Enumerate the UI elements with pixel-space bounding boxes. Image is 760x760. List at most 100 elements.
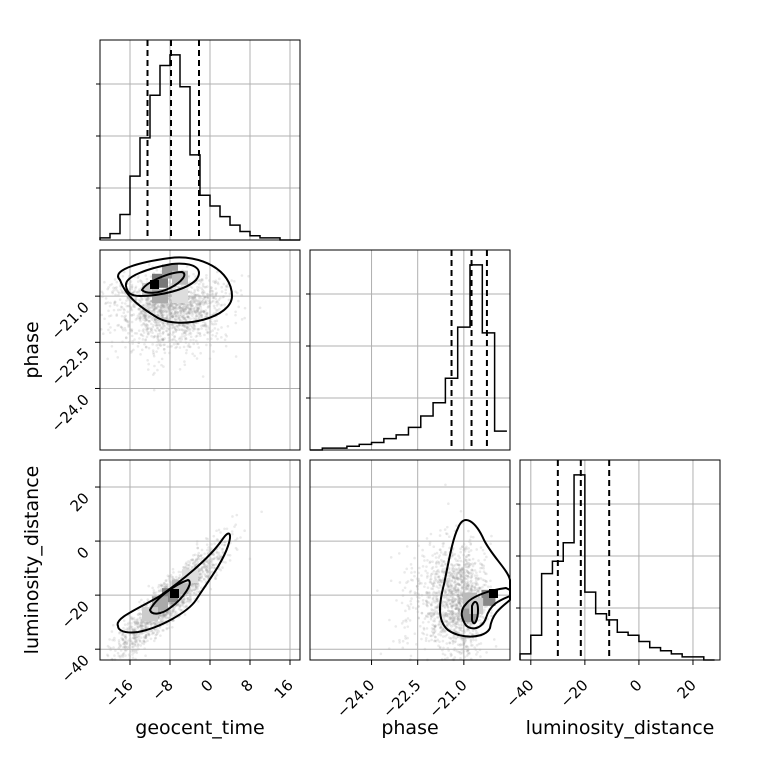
scatter-point <box>139 317 142 321</box>
scatter-point <box>451 609 455 613</box>
scatter-point <box>224 344 228 348</box>
scatter-point <box>149 275 153 278</box>
scatter-point <box>160 303 163 306</box>
scatter-point <box>108 314 111 318</box>
scatter-point <box>194 299 198 302</box>
scatter-point <box>156 632 159 635</box>
scatter-point <box>230 530 234 533</box>
scatter-point <box>158 329 161 332</box>
scatter-point <box>144 654 147 657</box>
scatter-point <box>483 552 486 555</box>
scatter-point <box>147 584 151 588</box>
scatter-point <box>118 284 122 288</box>
scatter-point <box>195 590 199 593</box>
scatter-point <box>172 313 175 317</box>
scatter-point <box>425 627 429 630</box>
scatter-point <box>178 316 181 320</box>
scatter-point <box>153 308 156 311</box>
scatter-point <box>151 622 154 625</box>
scatter-point <box>195 306 199 310</box>
scatter-point <box>435 599 438 602</box>
scatter-point <box>450 562 453 566</box>
scatter-point <box>243 306 247 310</box>
scatter-point <box>195 334 199 338</box>
scatter-point <box>194 315 198 318</box>
scatter-point <box>188 345 191 349</box>
scatter-point <box>174 303 178 307</box>
scatter-point <box>173 335 177 338</box>
scatter-point <box>243 316 246 320</box>
scatter-point <box>113 328 117 332</box>
scatter-point <box>162 310 165 313</box>
scatter-point <box>178 305 181 309</box>
scatter-point <box>198 302 202 306</box>
scatter-point <box>160 312 164 316</box>
scatter-point <box>215 319 219 323</box>
scatter-point <box>240 274 244 277</box>
scatter-point <box>154 317 157 321</box>
scatter-point <box>166 315 169 318</box>
scatter-point <box>180 311 183 315</box>
scatter-point <box>191 584 194 588</box>
scatter-point <box>185 265 189 268</box>
scatter-point <box>173 311 177 315</box>
scatter-point <box>201 324 205 327</box>
scatter-point <box>454 637 458 641</box>
scatter-point <box>457 631 461 634</box>
scatter-point <box>239 536 242 539</box>
scatter-point <box>413 570 417 574</box>
scatter-point <box>220 543 224 546</box>
scatter-point <box>152 316 155 320</box>
scatter-point <box>163 305 166 309</box>
scatter-point <box>423 559 426 562</box>
scatter-point <box>445 642 449 645</box>
scatter-point <box>150 327 153 331</box>
scatter-point <box>199 296 203 300</box>
scatter-point <box>144 298 148 301</box>
scatter-point <box>475 548 479 551</box>
scatter-point <box>205 312 208 315</box>
scatter-point <box>141 314 145 318</box>
scatter-point <box>206 337 209 341</box>
scatter-point <box>421 548 424 552</box>
scatter-point <box>108 283 112 287</box>
scatter-point <box>424 637 428 640</box>
scatter-point <box>184 329 187 333</box>
scatter-point <box>433 629 437 632</box>
scatter-point <box>216 557 219 561</box>
scatter-point <box>153 334 157 338</box>
scatter-point <box>479 566 482 570</box>
scatter-point <box>202 303 205 306</box>
scatter-point <box>134 286 137 290</box>
scatter-point <box>451 600 455 603</box>
scatter-point <box>173 326 177 329</box>
scatter-point <box>130 351 133 354</box>
scatter-point <box>156 337 160 340</box>
scatter-point <box>176 326 180 329</box>
scatter-point <box>107 328 110 332</box>
scatter-point <box>437 623 440 627</box>
scatter-point <box>196 328 200 331</box>
scatter-point <box>220 336 223 339</box>
scatter-point <box>403 586 407 590</box>
scatter-point <box>187 306 190 310</box>
scatter-point <box>130 334 134 338</box>
scatter-point <box>179 306 183 310</box>
scatter-point <box>133 331 137 335</box>
scatter-point <box>109 326 112 329</box>
scatter-point <box>162 348 166 351</box>
scatter-point <box>130 300 133 303</box>
scatter-point <box>138 337 141 340</box>
scatter-point <box>178 323 181 327</box>
scatter-point <box>170 307 173 310</box>
scatter-point <box>179 311 183 315</box>
scatter-point <box>181 309 184 312</box>
scatter-point <box>191 562 195 565</box>
scatter-point <box>189 301 192 304</box>
scatter-point <box>157 313 161 316</box>
scatter-point <box>184 318 188 322</box>
scatter-point <box>200 278 203 282</box>
scatter-point <box>174 314 178 318</box>
scatter-point <box>194 308 197 312</box>
scatter-point <box>234 355 238 358</box>
